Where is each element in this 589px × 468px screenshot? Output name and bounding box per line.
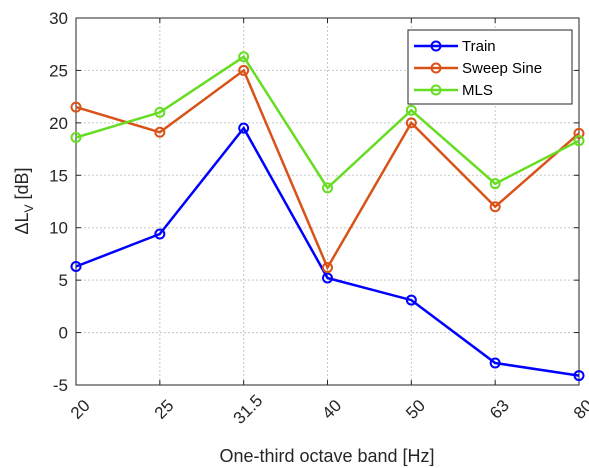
legend-label-sweep-sine: Sweep Sine <box>462 60 542 77</box>
series-line-sweep-sine <box>75 68 580 271</box>
data-point-sweep-sine <box>70 101 82 113</box>
data-point-train <box>573 370 585 382</box>
y-axis-title-main: ΔL <box>12 213 32 235</box>
y-tick-label: 25 <box>49 61 68 80</box>
series-line-train <box>75 125 580 377</box>
series-group <box>70 51 585 382</box>
data-point-sweep-sine <box>238 64 250 76</box>
data-point-train <box>405 294 417 306</box>
x-tick-label: 63 <box>486 396 513 423</box>
legend: Train Sweep Sine MLS <box>407 29 573 105</box>
y-tick-label: 0 <box>59 324 68 343</box>
y-tick-label: 20 <box>49 114 68 133</box>
legend-marker-train <box>430 40 442 52</box>
x-tick-label: 40 <box>318 396 345 423</box>
data-point-train <box>489 357 501 369</box>
series-line-mls <box>75 55 580 190</box>
y-axis-ticks: -5 0 5 10 15 20 25 30 <box>49 9 579 395</box>
legend-label-train: Train <box>462 38 496 55</box>
series-sweep-sine <box>70 64 585 274</box>
x-axis-title: One-third octave band [Hz] <box>219 446 434 466</box>
y-tick-label: -5 <box>53 376 68 395</box>
x-tick-label: 20 <box>67 396 94 423</box>
data-point-sweep-sine <box>322 262 333 274</box>
y-tick-label: 10 <box>49 219 68 238</box>
data-point-train <box>322 272 333 284</box>
y-tick-label: 30 <box>49 9 68 28</box>
data-point-sweep-sine <box>154 126 166 138</box>
data-point-sweep-sine <box>573 127 585 139</box>
data-point-mls <box>70 132 82 144</box>
data-point-train <box>70 261 82 273</box>
data-point-train <box>154 228 166 240</box>
y-axis-title-unit: [dB] <box>12 167 32 204</box>
series-mls <box>70 51 585 194</box>
data-point-mls <box>489 178 501 190</box>
x-tick-label: 25 <box>151 396 178 423</box>
data-point-sweep-sine <box>405 117 417 129</box>
y-axis-title-subscript: V <box>22 204 36 212</box>
y-tick-label: 15 <box>49 166 68 185</box>
legend-marker-mls <box>430 84 442 96</box>
legend-marker-sweep-sine <box>430 62 442 74</box>
x-tick-label: 80 <box>570 396 589 423</box>
data-point-mls <box>573 135 585 147</box>
y-axis-title: ΔLV [dB] <box>12 167 36 234</box>
x-tick-label: 50 <box>402 396 429 423</box>
data-point-mls <box>154 106 166 118</box>
data-point-mls <box>405 104 417 116</box>
data-point-mls <box>322 182 333 194</box>
data-point-train <box>238 122 250 134</box>
data-point-mls <box>238 51 250 63</box>
x-tick-label: 31.5 <box>230 391 267 428</box>
legend-label-mls: MLS <box>462 82 493 99</box>
series-train <box>70 122 585 382</box>
data-point-sweep-sine <box>489 201 501 213</box>
y-tick-label: 5 <box>59 271 68 290</box>
